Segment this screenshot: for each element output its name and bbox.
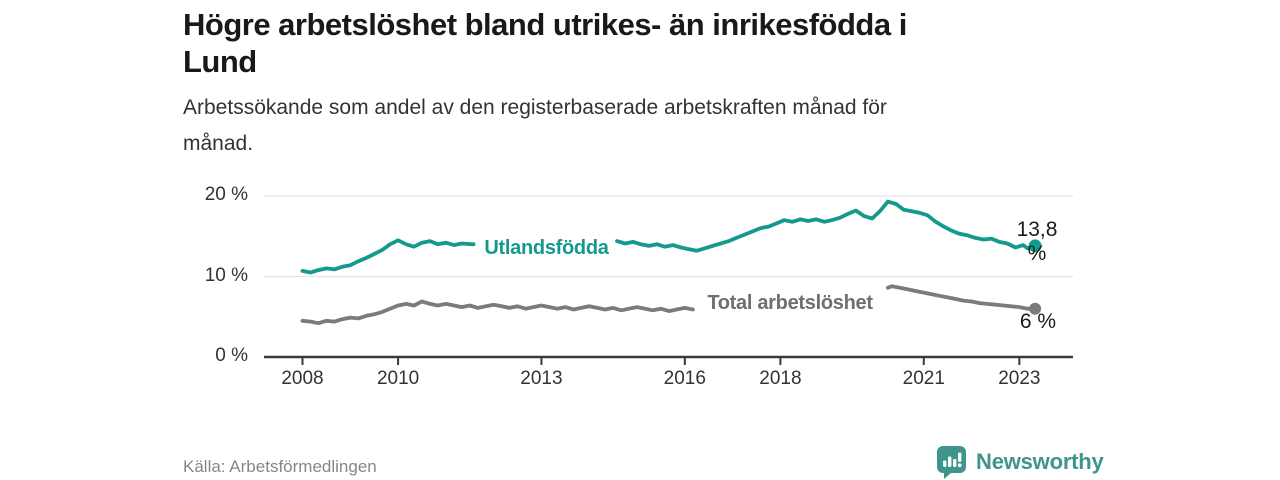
source-note: Källa: Arbetsförmedlingen — [183, 457, 377, 476]
x-tick-label: 2013 — [520, 368, 563, 389]
x-tick-label: 2018 — [759, 368, 802, 389]
brand-name: Newsworthy — [976, 449, 1104, 474]
y-tick-label: 20 % — [204, 184, 248, 205]
series-line-total — [300, 299, 695, 326]
series-line-utlandsfodda — [300, 238, 476, 275]
newsworthy-logo[interactable]: Newsworthy — [937, 445, 1104, 479]
chart-subtitle-line1: Arbetssökande som andel av den registerb… — [183, 96, 887, 119]
series-line-total — [886, 284, 1037, 311]
x-tick-label: 2010 — [376, 368, 420, 389]
y-tick-label: 10 % — [204, 264, 248, 286]
bar-chart-bubble-icon — [937, 445, 966, 479]
chart-subtitle: Arbetssökande som andel av den registerb… — [183, 90, 1083, 162]
chart-subtitle-line2: månad. — [183, 132, 254, 155]
x-tick-label: 2021 — [902, 368, 945, 389]
series-label-total-arbetsloshet: Total arbetslöshet — [707, 292, 873, 314]
series-line-utlandsfodda — [615, 199, 1037, 253]
page-title: Högre arbetslöshet bland utrikes- än inr… — [183, 6, 1123, 80]
x-tick-label: 2016 — [663, 368, 706, 389]
page-title-line2: Lund — [183, 44, 257, 79]
y-tick-label: 0 % — [215, 345, 248, 366]
x-tick-label: 2023 — [998, 368, 1041, 389]
x-tick-label: 2008 — [281, 368, 324, 389]
end-value-label-utlandsfodda: 13,8 % — [1016, 218, 1058, 265]
end-value-label-total: 6 % — [1019, 310, 1057, 333]
page-title-line1: Högre arbetslöshet bland utrikes- än inr… — [183, 7, 907, 42]
series-label-utlandsfodda: Utlandsfödda — [484, 237, 609, 259]
